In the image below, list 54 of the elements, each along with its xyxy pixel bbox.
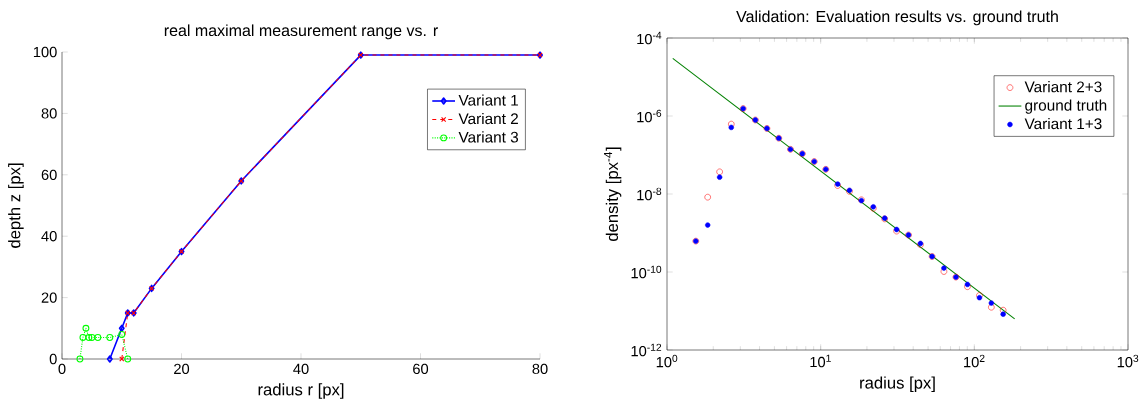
point — [79, 334, 87, 341]
y-tick-label: 10$^{-8}$ — [637, 187, 662, 201]
point — [704, 193, 711, 201]
x-axis-title: radius [px] — [860, 376, 935, 393]
y-tick-label: 10$^{-10}$ — [631, 265, 662, 279]
y-tick-label: 60 — [41, 169, 57, 180]
point — [988, 304, 995, 311]
point — [118, 324, 125, 333]
point — [941, 265, 947, 271]
point — [1000, 311, 1006, 317]
legend-label: Variant 2 — [458, 112, 518, 125]
point — [76, 355, 84, 363]
x-tick-label: 10$^{1}$ — [810, 354, 831, 368]
point — [124, 355, 132, 363]
y-axis-title: density [px$^{-4}$] — [604, 147, 622, 241]
y-tick-label: 10$^{-4}$ — [637, 31, 662, 45]
chart-title: real maximal measurement range vs. r — [164, 24, 438, 40]
point — [999, 306, 1007, 314]
legend-label: Variant 2+3 — [1024, 81, 1102, 93]
x-axis-title: radius r [px] — [258, 383, 344, 399]
y-tick-label: 10$^{-12}$ — [631, 343, 662, 357]
point — [940, 268, 948, 275]
x-tick-label: 10$^{0}$ — [656, 354, 678, 368]
chart-title: Validation: Evaluation results vs. ground truth — [736, 10, 1058, 26]
x-tick-label: 10$^{2}$ — [964, 354, 985, 368]
y-axis-title: depth z [px] — [8, 163, 24, 248]
y-tick-label: 40 — [41, 231, 57, 242]
point — [82, 324, 90, 332]
point — [106, 334, 114, 341]
point — [988, 300, 994, 306]
point — [119, 356, 125, 362]
point — [728, 124, 734, 131]
point — [716, 174, 723, 180]
x-tick-label: 20 — [174, 363, 190, 375]
legend-label: Variant 1+3 — [1024, 117, 1102, 130]
point — [728, 120, 735, 128]
x-tick-label: 0 — [58, 363, 66, 375]
point — [716, 168, 723, 176]
x-tick-label: 10$^{3}$ — [1117, 354, 1139, 368]
y-tick-label: 10$^{-6}$ — [637, 109, 662, 123]
y-tick-label: 20 — [41, 292, 57, 303]
legend-label: Variant 3 — [458, 131, 519, 143]
point — [94, 334, 102, 341]
point — [705, 222, 711, 228]
y-tick-label: 100 — [33, 46, 57, 58]
x-tick-label: 80 — [532, 363, 548, 375]
legend-label: ground truth — [1025, 99, 1107, 114]
x-tick-label: 40 — [293, 363, 309, 375]
point — [88, 334, 96, 341]
legend-label: Variant 1 — [458, 94, 518, 106]
point — [118, 330, 126, 338]
x-tick-label: 60 — [413, 363, 429, 375]
point — [85, 334, 93, 341]
y-tick-label: 80 — [41, 108, 57, 119]
